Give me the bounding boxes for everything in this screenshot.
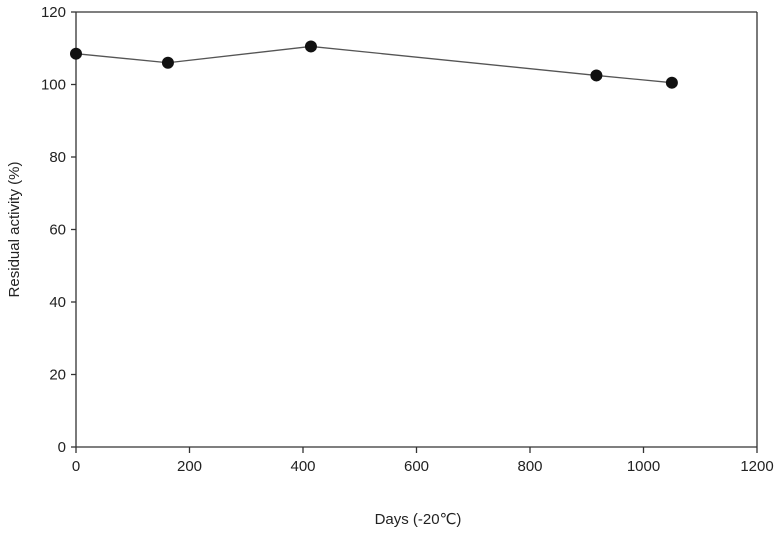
data-point [304,40,317,53]
data-point [161,56,174,69]
x-ticks: 0 200 400 600 800 1000 1200 [72,447,774,475]
series-group [70,40,678,89]
y-tick-label: 40 [49,294,66,311]
y-tick-label: 100 [41,77,66,94]
y-tick-label: 60 [49,222,66,239]
y-tick-label: 20 [49,367,66,384]
x-tick-label: 400 [290,458,315,475]
x-tick-label: 800 [517,458,542,475]
x-tick-label: 1200 [740,458,773,475]
x-tick-label: 600 [404,458,429,475]
y-axis-title: Residual activity (%) [6,162,23,298]
y-tick-label: 120 [41,4,66,21]
y-tick-label: 80 [49,149,66,166]
data-point [70,47,82,60]
x-tick-label: 1000 [627,458,660,475]
y-tick-label: 0 [58,439,66,456]
x-tick-label: 200 [177,458,202,475]
axes [75,11,758,448]
data-point [590,69,603,82]
x-tick-label: 0 [72,458,80,475]
x-axis-title: Days (-20℃) [375,511,462,528]
data-point [665,76,678,89]
y-ticks: 0 20 40 60 80 100 120 [41,4,76,456]
